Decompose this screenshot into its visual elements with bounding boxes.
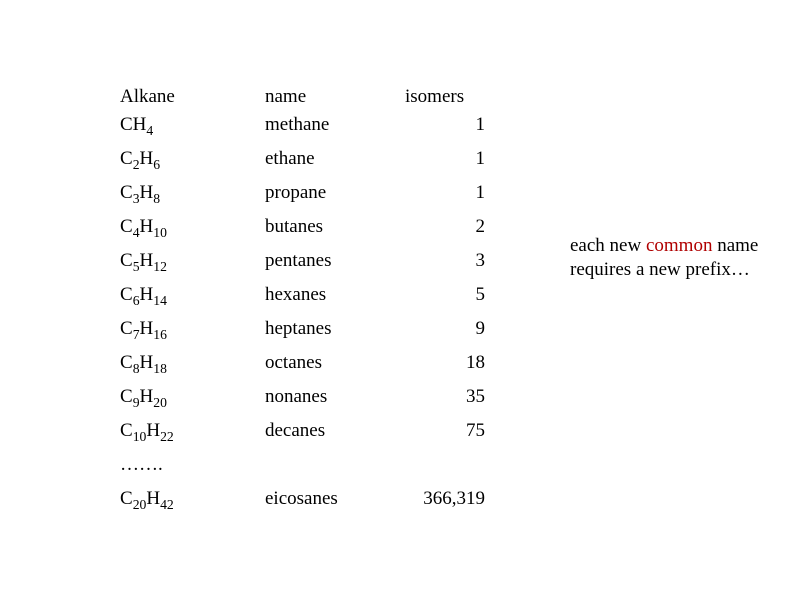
cell-isomers: 35: [405, 386, 495, 420]
cell-isomers: [405, 454, 495, 488]
alkane-table: Alkane name isomers CH4methane1C2H6ethan…: [120, 86, 495, 522]
note-pre: each new: [570, 235, 646, 256]
cell-isomers: 1: [405, 182, 495, 216]
cell-name: heptanes: [265, 318, 405, 352]
cell-formula: C20H42: [120, 488, 265, 522]
cell-formula: C3H8: [120, 182, 265, 216]
table-row: C20H42eicosanes366,319: [120, 488, 495, 522]
cell-isomers: 5: [405, 284, 495, 318]
cell-formula: C4H10: [120, 216, 265, 250]
table-row: C3H8propane1: [120, 182, 495, 216]
cell-isomers: 3: [405, 250, 495, 284]
cell-formula: C6H14: [120, 284, 265, 318]
cell-name: ethane: [265, 148, 405, 182]
cell-name: hexanes: [265, 284, 405, 318]
table-row: CH4methane1: [120, 114, 495, 148]
cell-name: propane: [265, 182, 405, 216]
cell-isomers: 366,319: [405, 488, 495, 522]
cell-name: pentanes: [265, 250, 405, 284]
table-row: C7H16heptanes9: [120, 318, 495, 352]
cell-name: octanes: [265, 352, 405, 386]
cell-isomers: 18: [405, 352, 495, 386]
table-header-row: Alkane name isomers: [120, 86, 495, 114]
cell-formula: C5H12: [120, 250, 265, 284]
table-row: C2H6ethane1: [120, 148, 495, 182]
cell-formula: C2H6: [120, 148, 265, 182]
cell-name: decanes: [265, 420, 405, 454]
cell-formula: C10H22: [120, 420, 265, 454]
cell-formula: C8H18: [120, 352, 265, 386]
cell-isomers: 9: [405, 318, 495, 352]
table-row: C6H14hexanes5: [120, 284, 495, 318]
header-isomers: isomers: [405, 86, 495, 114]
cell-name: butanes: [265, 216, 405, 250]
table-row: C10H22decanes75: [120, 420, 495, 454]
table-body: CH4methane1C2H6ethane1C3H8propane1C4H10b…: [120, 114, 495, 522]
cell-formula: C7H16: [120, 318, 265, 352]
cell-name: eicosanes: [265, 488, 405, 522]
cell-formula: CH4: [120, 114, 265, 148]
table-row: C5H12pentanes3: [120, 250, 495, 284]
content: Alkane name isomers CH4methane1C2H6ethan…: [120, 86, 760, 522]
table-row: C8H18octanes18: [120, 352, 495, 386]
note-highlight: common: [646, 235, 713, 256]
cell-isomers: 1: [405, 148, 495, 182]
cell-isomers: 75: [405, 420, 495, 454]
table-row: C9H20nonanes35: [120, 386, 495, 420]
cell-formula: …….: [120, 454, 265, 488]
table-row: …….: [120, 454, 495, 488]
side-note: each new common name requires a new pref…: [570, 234, 760, 282]
header-name: name: [265, 86, 405, 114]
table-row: C4H10butanes2: [120, 216, 495, 250]
cell-name: [265, 454, 405, 488]
cell-isomers: 1: [405, 114, 495, 148]
cell-formula: C9H20: [120, 386, 265, 420]
cell-name: methane: [265, 114, 405, 148]
header-formula: Alkane: [120, 86, 265, 114]
cell-isomers: 2: [405, 216, 495, 250]
cell-name: nonanes: [265, 386, 405, 420]
